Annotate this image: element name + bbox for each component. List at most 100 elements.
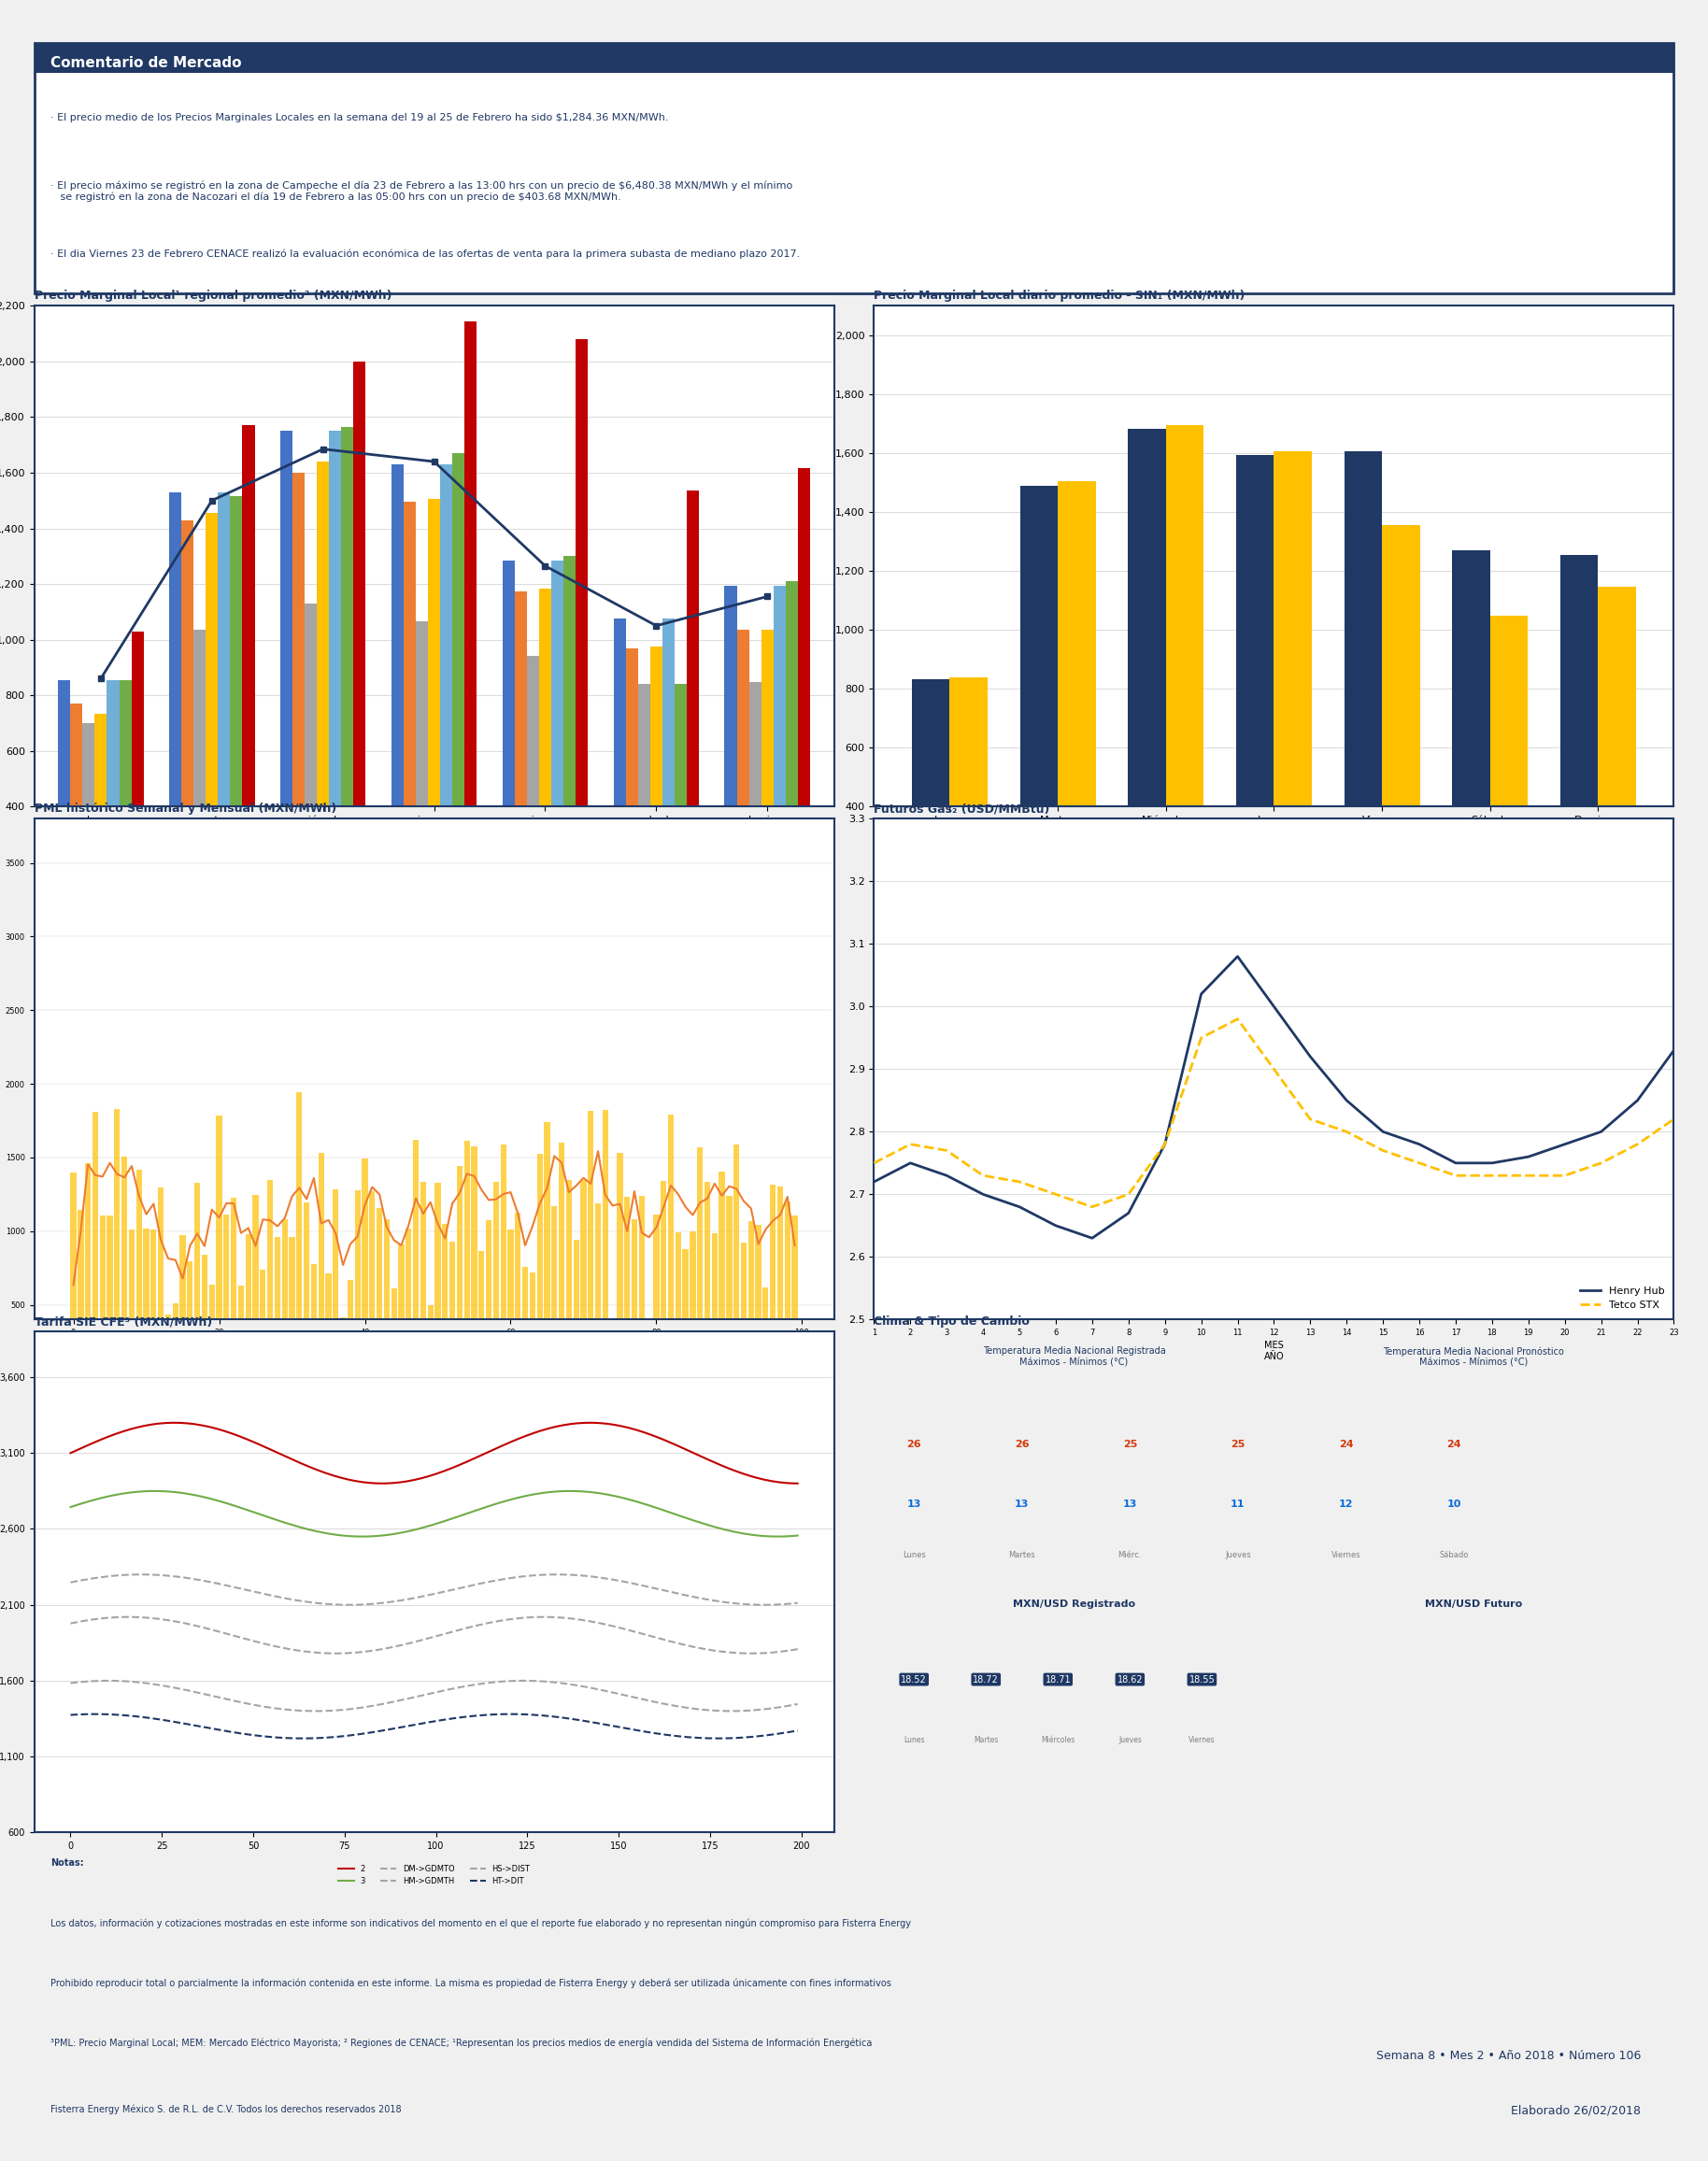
- Henry Hub: [900, 1150, 921, 1176]
- HT->DIT: [733, 1724, 753, 1750]
- Bar: [304, 603, 318, 918]
- 2: [729, 1459, 750, 1485]
- Tetco STX: [1081, 1193, 1102, 1219]
- Tetco STX: [1300, 1106, 1320, 1132]
- Bar: [137, 1169, 142, 1379]
- Text: ³PML: Precio Marginal Local; MEM: Mercado Eléctrico Mayorista; ² Regiones de CEN: ³PML: Precio Marginal Local; MEM: Mercad…: [51, 2038, 873, 2049]
- Text: Temperatura Media Nacional Registrada
Máximos - Mínimos (°C): Temperatura Media Nacional Registrada Má…: [982, 1346, 1165, 1368]
- Bar: [1561, 555, 1599, 925]
- 2: [104, 1422, 125, 1448]
- Bar: [574, 1240, 579, 1379]
- Bar: [79, 1210, 84, 1379]
- Text: Viernes: Viernes: [1189, 1735, 1216, 1744]
- Text: MXN/USD Futuro: MXN/USD Futuro: [1424, 1599, 1522, 1610]
- Text: Futuros Gas₂ (USD/MMBtu): Futuros Gas₂ (USD/MMBtu): [874, 804, 1050, 815]
- Bar: [224, 1214, 229, 1379]
- Bar: [663, 618, 675, 918]
- Bar: [442, 1225, 447, 1379]
- Bar: [94, 713, 108, 918]
- Bar: [588, 1111, 594, 1379]
- Bar: [774, 586, 786, 918]
- DM->GDMTO: [104, 1562, 125, 1588]
- Bar: [639, 1197, 644, 1379]
- Line: HM->GDMTH: HM->GDMTH: [70, 1616, 798, 1653]
- Bar: [318, 1154, 325, 1379]
- Bar: [552, 1206, 557, 1379]
- Bar: [311, 1264, 316, 1379]
- Bar: [770, 1184, 775, 1379]
- HM->GDMTH: [740, 1640, 760, 1666]
- Nacional: [757, 583, 777, 609]
- HS->DIST: [787, 1692, 808, 1718]
- Bar: [704, 1182, 711, 1379]
- Bar: [478, 1251, 485, 1379]
- Line: 3: 3: [70, 1491, 798, 1536]
- Henry Hub: [1336, 1087, 1356, 1113]
- 3: [787, 1524, 808, 1549]
- Bar: [1020, 486, 1057, 925]
- Text: Elaborado 26/02/2018: Elaborado 26/02/2018: [1512, 2105, 1641, 2116]
- Bar: [237, 1286, 244, 1379]
- Bar: [1489, 616, 1529, 925]
- Henry Hub: [1045, 1212, 1066, 1238]
- Henry Hub: [936, 1163, 956, 1189]
- 2: [579, 1409, 600, 1435]
- Bar: [526, 657, 540, 918]
- Bar: [384, 1219, 389, 1379]
- Bar: [429, 499, 441, 918]
- Nacional: [646, 614, 666, 640]
- Text: 13: 13: [1122, 1500, 1138, 1508]
- Bar: [576, 339, 588, 918]
- HM->GDMTH: [60, 1610, 80, 1636]
- Tetco STX: [1628, 1130, 1648, 1156]
- Legend: Henry Hub, Tetco STX: Henry Hub, Tetco STX: [1575, 1281, 1669, 1314]
- Text: Precio Marginal Local¹ regional promedio² (MXN/MWh): Precio Marginal Local¹ regional promedio…: [34, 290, 391, 303]
- Bar: [282, 1219, 287, 1379]
- Henry Hub: [1628, 1087, 1648, 1113]
- Bar: [415, 622, 429, 918]
- Bar: [456, 1165, 463, 1379]
- Tetco STX: [1228, 1007, 1249, 1033]
- Bar: [465, 322, 477, 918]
- HT->DIT: [758, 1722, 779, 1748]
- Bar: [726, 1195, 733, 1379]
- HS->DIST: [104, 1668, 125, 1694]
- HT->DIT: [258, 1724, 278, 1750]
- Bar: [82, 724, 94, 918]
- Tetco STX: [1155, 1130, 1175, 1156]
- Henry Hub: [1119, 1199, 1139, 1225]
- 2: [787, 1469, 808, 1495]
- Tetco STX: [900, 1130, 921, 1156]
- HM->GDMTH: [120, 1603, 140, 1629]
- 3: [258, 1504, 278, 1530]
- Bar: [748, 1221, 753, 1379]
- 2: [755, 1467, 775, 1493]
- Henry Hub: [864, 1169, 885, 1195]
- Bar: [70, 1173, 77, 1379]
- Text: Sábado: Sábado: [1440, 1549, 1469, 1558]
- HS->DIST: [721, 1699, 741, 1724]
- Text: Viernes: Viernes: [1331, 1549, 1361, 1558]
- Henry Hub: [1264, 994, 1284, 1020]
- Text: Miérc.: Miérc.: [1119, 1549, 1143, 1558]
- Bar: [1599, 586, 1636, 925]
- Bar: [798, 469, 810, 918]
- Bar: [108, 1214, 113, 1379]
- Bar: [398, 1245, 405, 1379]
- Bar: [340, 1318, 347, 1379]
- Text: 13: 13: [1015, 1500, 1030, 1508]
- Nacional: [535, 553, 555, 579]
- 2: [60, 1439, 80, 1465]
- Bar: [330, 430, 342, 918]
- HT->DIT: [60, 1703, 80, 1729]
- Text: 18.71: 18.71: [1045, 1675, 1071, 1683]
- Text: Notas:: Notas:: [51, 1858, 84, 1867]
- Text: Miércoles: Miércoles: [1040, 1735, 1074, 1744]
- Henry Hub: [1554, 1130, 1575, 1156]
- 3: [60, 1493, 80, 1519]
- Bar: [523, 1266, 528, 1379]
- Bar: [99, 1214, 106, 1379]
- DM->GDMTO: [547, 1562, 567, 1588]
- Bar: [1167, 426, 1204, 925]
- Bar: [1452, 551, 1489, 925]
